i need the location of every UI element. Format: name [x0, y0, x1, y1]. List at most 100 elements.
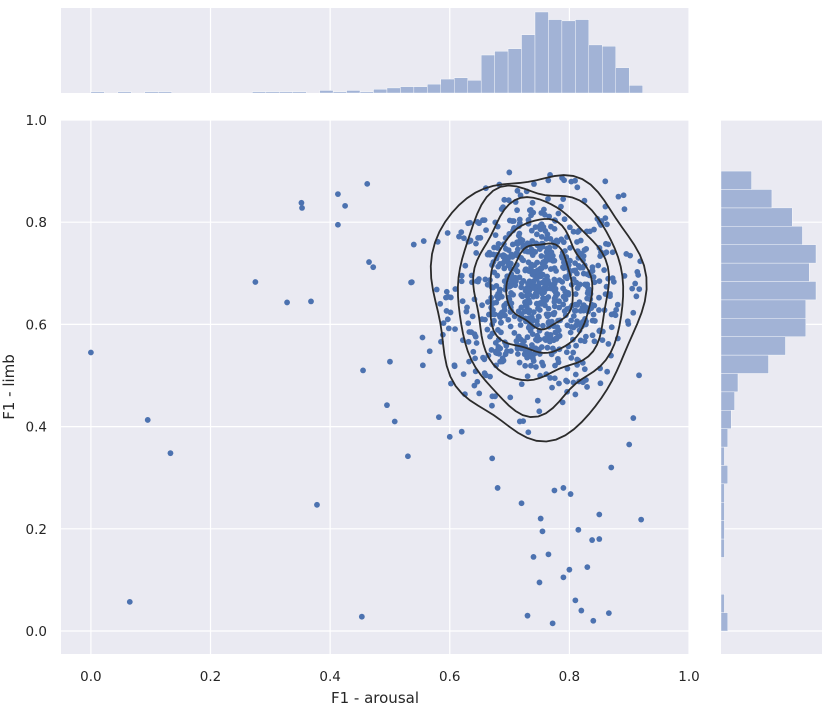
scatter-point [342, 202, 348, 209]
scatter-point [575, 526, 582, 533]
x-tick-label: 0.2 [200, 669, 221, 685]
scatter-point [420, 238, 427, 244]
scatter-point [546, 213, 553, 220]
scatter-point [539, 279, 546, 286]
scatter-point [547, 375, 554, 381]
scatter-point [532, 224, 539, 230]
scatter-point [620, 192, 627, 199]
scatter-point [497, 345, 504, 352]
y-hist-bar [720, 538, 725, 558]
x-hist-bar [373, 89, 388, 94]
scatter-point [541, 285, 547, 292]
scatter-point [529, 199, 536, 206]
scatter-point [384, 402, 390, 409]
x-hist-bar [467, 80, 482, 94]
scatter-point [531, 268, 538, 275]
scatter-point [551, 265, 558, 272]
right-marginal-histogram [720, 170, 817, 632]
scatter-point [514, 345, 521, 352]
scatter-point [558, 203, 564, 210]
x-hist-bar [561, 20, 576, 94]
scatter-point [562, 296, 569, 303]
scatter-point [526, 278, 533, 285]
scatter-point [615, 193, 622, 200]
scatter-point [560, 196, 567, 202]
scatter-point [538, 233, 545, 240]
scatter-point [524, 293, 531, 300]
scatter-point [473, 240, 479, 247]
scatter-point [518, 304, 525, 311]
scatter-point [591, 338, 598, 345]
scatter-point [514, 239, 520, 246]
scatter-point [460, 235, 467, 242]
scatter-point [572, 267, 579, 274]
scatter-point [581, 366, 588, 373]
scatter-point [548, 250, 555, 257]
x-tick-label: 0.0 [80, 669, 101, 685]
scatter-point [410, 241, 417, 248]
scatter-point [567, 329, 574, 336]
scatter-point [284, 299, 290, 306]
scatter-point [539, 359, 545, 366]
scatter-point [564, 378, 571, 385]
scatter-point [592, 318, 598, 324]
x-hist-bar [575, 19, 590, 94]
scatter-point [551, 287, 558, 294]
top-marginal-histogram [90, 11, 643, 94]
scatter-point [584, 283, 590, 290]
scatter-point [459, 298, 466, 305]
kde-contour [472, 196, 610, 382]
x-hist-bar [588, 44, 603, 94]
y-hist-bar [720, 244, 817, 264]
scatter-point [530, 309, 537, 315]
scatter-point [556, 277, 563, 284]
scatter-point [501, 196, 508, 203]
scatter-point [498, 319, 504, 326]
scatter-point [465, 220, 472, 227]
scatter-point [518, 284, 525, 291]
scatter-point [528, 362, 534, 369]
scatter-point [572, 291, 579, 297]
scatter-point [584, 384, 590, 390]
scatter-point [546, 311, 552, 318]
scatter-point [523, 304, 530, 310]
scatter-point [555, 210, 562, 217]
x-hist-bar [602, 45, 616, 94]
x-hist-bar [332, 91, 347, 94]
scatter-point [562, 274, 569, 280]
scatter-point [456, 233, 462, 240]
scatter-point [577, 337, 584, 344]
scatter-point [530, 554, 537, 560]
scatter-point [518, 500, 525, 507]
scatter-point [560, 285, 566, 292]
scatter-point [473, 250, 480, 256]
scatter-point [426, 348, 433, 355]
y-axis-label: F1 - limb [0, 354, 18, 420]
scatter-point [630, 415, 637, 421]
scatter-point [458, 272, 465, 279]
scatter-point [515, 333, 522, 340]
kde-contour [489, 218, 594, 354]
scatter-point [560, 485, 567, 491]
scatter-point [126, 598, 133, 605]
scatter-point [565, 290, 572, 296]
scatter-point [433, 286, 440, 293]
scatter-point [537, 265, 544, 272]
scatter-point [597, 380, 604, 387]
scatter-point [492, 339, 499, 346]
scatter-point [608, 324, 615, 331]
scatter-point [604, 221, 610, 228]
x-hist-bar [427, 83, 441, 94]
scatter-point [499, 355, 506, 362]
x-tick-label: 0.6 [439, 669, 460, 685]
scatter-point [506, 169, 513, 176]
scatter-point [525, 429, 532, 436]
scatter-point [568, 317, 575, 324]
scatter-point [551, 257, 558, 264]
scatter-point [589, 268, 596, 274]
scatter-point [518, 280, 525, 286]
scatter-point [299, 204, 305, 211]
scatter-point [545, 177, 552, 184]
x-hist-bar [548, 19, 563, 94]
scatter-point [612, 312, 619, 319]
